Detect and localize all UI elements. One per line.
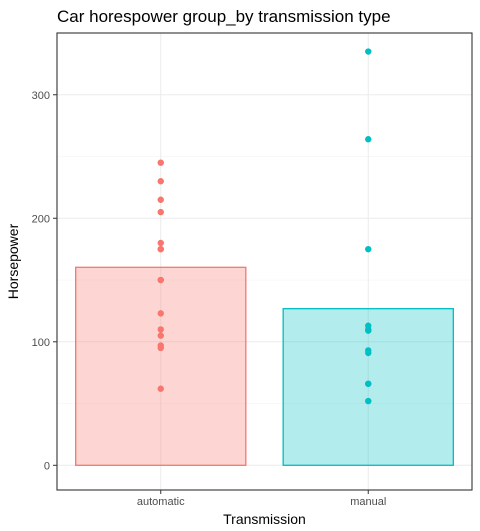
point-manual: [365, 397, 372, 405]
point-automatic: [157, 332, 164, 339]
point-automatic: [157, 159, 164, 166]
point-automatic: [157, 310, 164, 317]
point-manual: [365, 136, 372, 143]
y-tick-label: 100: [32, 337, 50, 349]
point-manual: [365, 245, 372, 253]
y-tick-label: 300: [32, 90, 50, 102]
panel-background: [57, 33, 472, 490]
y-axis: 0 100 200 300: [32, 90, 57, 472]
point-automatic: [157, 239, 164, 247]
y-axis-title: Horsepower: [5, 223, 21, 299]
grid: [57, 33, 472, 490]
y-tick-label: 0: [44, 460, 50, 472]
point-automatic: [157, 178, 164, 185]
bar-manual: [282, 308, 454, 466]
x-axis: automatic manual: [137, 490, 386, 508]
point-manual: [365, 48, 372, 55]
point-manual: [365, 327, 372, 334]
x-tick-label: manual: [350, 496, 386, 508]
point-manual: [365, 380, 372, 387]
y-tick-label: 200: [32, 213, 50, 225]
data-points: [157, 48, 372, 405]
point-automatic: [157, 245, 164, 253]
point-automatic: [157, 276, 164, 284]
x-tick-label: automatic: [137, 496, 185, 508]
point-automatic: [157, 326, 164, 333]
point-automatic: [157, 208, 164, 216]
point-manual: [365, 349, 372, 357]
bar-automatic: [75, 266, 247, 466]
point-automatic: [157, 196, 164, 203]
plot-panel: [56, 32, 473, 491]
chart-title: Car horespower group_by transmission typ…: [57, 7, 391, 26]
point-automatic: [157, 385, 164, 392]
bars: [75, 266, 454, 466]
point-automatic: [157, 344, 164, 352]
x-axis-title: Transmission: [223, 511, 306, 527]
